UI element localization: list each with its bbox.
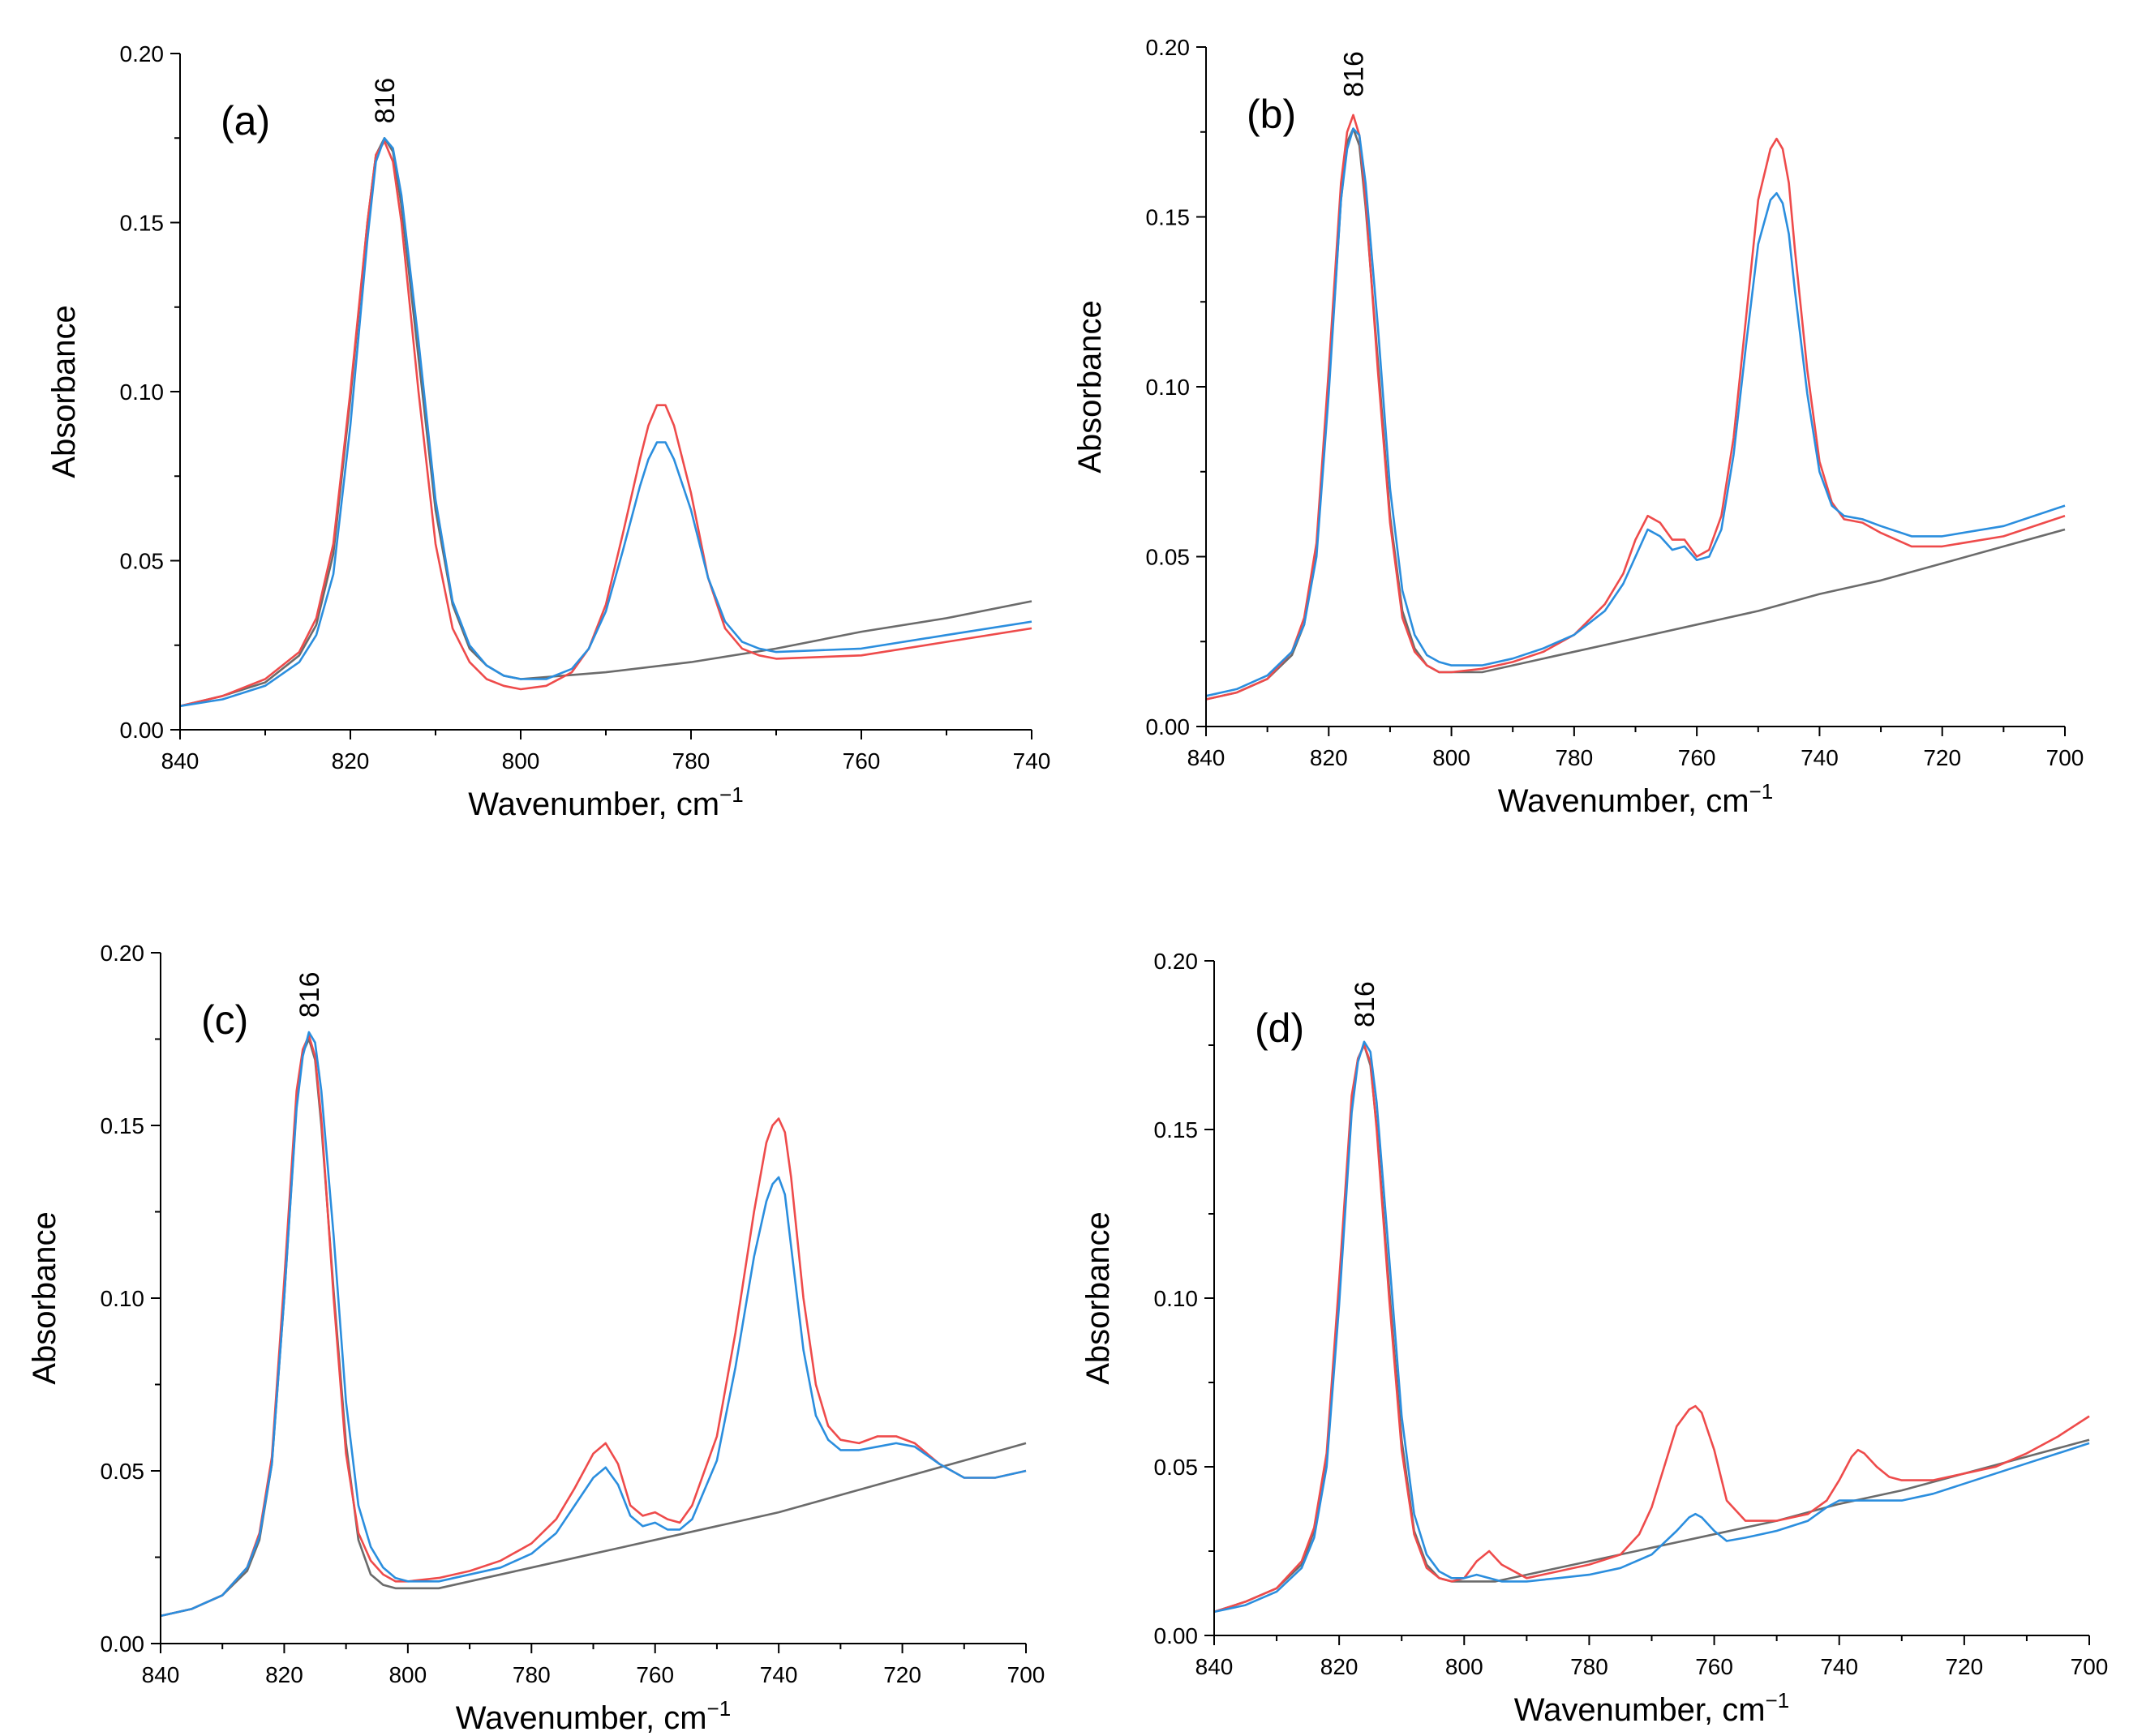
y-axis-title: Absorbance — [1072, 300, 1108, 473]
panel-label: (b) — [1247, 92, 1296, 137]
y-tick-label: 0.00 — [101, 1631, 145, 1657]
y-tick-label: 0.00 — [120, 718, 165, 743]
x-tick-label: 780 — [513, 1662, 551, 1687]
x-tick-label: 720 — [883, 1662, 921, 1687]
x-tick-label: 840 — [1195, 1654, 1234, 1679]
x-tick-label: 840 — [1187, 745, 1225, 770]
x-tick-label: 820 — [1310, 745, 1348, 770]
x-tick-label: 820 — [265, 1662, 303, 1687]
x-tick-label: 700 — [1007, 1662, 1045, 1687]
x-tick-label: 760 — [1678, 745, 1716, 770]
series-line-blue — [160, 1031, 1027, 1618]
x-tick-label: 720 — [1945, 1654, 1983, 1679]
y-tick-label: 0.20 — [120, 41, 165, 66]
y-tick-label: 0.10 — [1154, 1286, 1199, 1311]
y-tick-label: 0.05 — [1154, 1455, 1199, 1480]
y-tick-label: 0.15 — [120, 211, 165, 236]
series-line-red — [1213, 1044, 2090, 1614]
x-tick-label: 740 — [1820, 1654, 1858, 1679]
x-tick-label: 700 — [2046, 745, 2084, 770]
series-line-red — [179, 140, 1032, 708]
chart-panel: 840 820 800 780 760 740 720 700 0.00 0.05 0.10 0.15… — [27, 941, 1045, 1736]
series-line-blue — [179, 137, 1032, 708]
x-axis-title: Wavenumber, cm−1 — [1514, 1688, 1789, 1728]
series-line-gray — [1213, 1044, 2090, 1614]
x-tick-label: 820 — [1320, 1654, 1359, 1679]
x-tick-label: 700 — [2071, 1654, 2109, 1679]
panel-label: (d) — [1255, 1005, 1304, 1051]
y-tick-label: 0.00 — [1154, 1623, 1199, 1648]
y-axis-title: Absorbance — [27, 1211, 62, 1384]
chart-panel: 840 820 800 780 760 740 720 700 0.00 0.05 0.10 0.15… — [1080, 949, 2108, 1728]
series-line-gray — [179, 137, 1032, 708]
x-tick-label: 800 — [1432, 745, 1470, 770]
y-tick-label: 0.00 — [1146, 714, 1191, 739]
chart-panel: 840 820 800 780 760 740 720 700 0.00 0.05 0.10 0.15… — [1072, 35, 2084, 819]
y-tick-label: 0.10 — [1146, 375, 1191, 400]
x-axis-title: Wavenumber, cm−1 — [456, 1696, 731, 1736]
y-tick-label: 0.20 — [1146, 35, 1191, 60]
y-tick-label: 0.15 — [101, 1113, 145, 1138]
x-axis-title: Wavenumber, cm−1 — [1498, 779, 1773, 819]
y-tick-label: 0.05 — [101, 1459, 145, 1484]
series-line-red — [160, 1034, 1027, 1618]
peak-annotation: 816 — [1350, 981, 1380, 1027]
x-axis-title-exponent: −1 — [707, 1696, 732, 1721]
y-tick-label: 0.05 — [1146, 545, 1191, 570]
x-tick-label: 740 — [760, 1662, 798, 1687]
x-tick-label: 840 — [161, 748, 200, 774]
y-tick-label: 0.15 — [1146, 205, 1191, 230]
x-axis-title-exponent: −1 — [1766, 1688, 1790, 1712]
series-line-gray — [1205, 127, 2066, 701]
y-tick-label: 0.20 — [1154, 949, 1199, 974]
panel-label: (c) — [201, 997, 248, 1043]
y-tick-label: 0.15 — [1154, 1117, 1199, 1142]
x-tick-label: 800 — [502, 748, 540, 774]
y-axis-title: Absorbance — [1080, 1211, 1116, 1384]
peak-annotation: 816 — [370, 78, 401, 124]
y-tick-label: 0.10 — [120, 379, 165, 405]
x-tick-label: 820 — [332, 748, 370, 774]
y-tick-label: 0.10 — [101, 1286, 145, 1311]
x-tick-label: 760 — [843, 748, 881, 774]
y-tick-label: 0.20 — [101, 941, 145, 966]
x-tick-label: 780 — [672, 748, 710, 774]
peak-annotation: 816 — [294, 972, 325, 1018]
chart-panel: 840 820 800 780 760 740 0.00 0.05 0.10 0.15 0.20 Wa… — [46, 41, 1050, 822]
panel-label: (a) — [221, 98, 270, 144]
series-line-blue — [1213, 1040, 2090, 1614]
series-line-red — [1205, 114, 2066, 701]
series-line-gray — [160, 1038, 1027, 1618]
x-axis-title-exponent: −1 — [1749, 779, 1774, 804]
x-tick-label: 760 — [1695, 1654, 1733, 1679]
x-tick-label: 800 — [1445, 1654, 1483, 1679]
x-tick-label: 740 — [1013, 748, 1051, 774]
x-tick-label: 780 — [1555, 745, 1593, 770]
x-tick-label: 840 — [142, 1662, 180, 1687]
y-axis-title: Absorbance — [46, 305, 82, 478]
x-tick-label: 740 — [1801, 745, 1839, 770]
x-tick-label: 780 — [1570, 1654, 1608, 1679]
x-axis-title: Wavenumber, cm−1 — [468, 782, 743, 822]
y-tick-label: 0.05 — [120, 549, 165, 574]
series-line-blue — [1205, 127, 2066, 697]
x-tick-label: 720 — [1923, 745, 1961, 770]
x-axis-title-exponent: −1 — [719, 782, 744, 807]
x-tick-label: 760 — [636, 1662, 674, 1687]
x-tick-label: 800 — [388, 1662, 427, 1687]
peak-annotation: 816 — [1339, 51, 1370, 97]
